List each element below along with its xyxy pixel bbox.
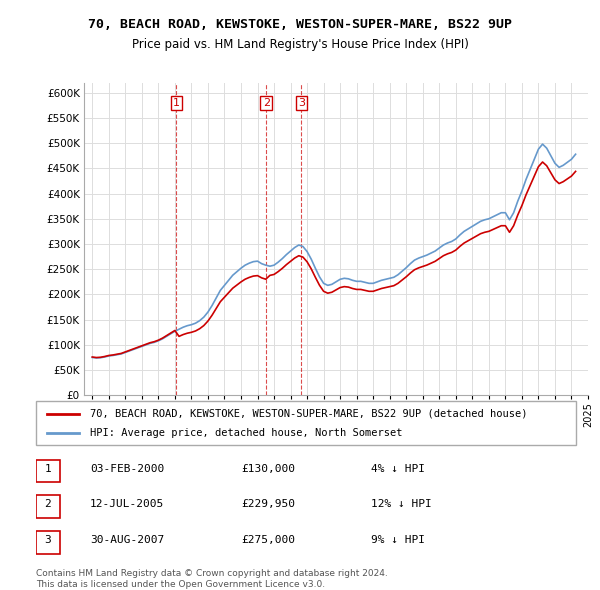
Text: 70, BEACH ROAD, KEWSTOKE, WESTON-SUPER-MARE, BS22 9UP: 70, BEACH ROAD, KEWSTOKE, WESTON-SUPER-M… bbox=[88, 18, 512, 31]
Text: 70, BEACH ROAD, KEWSTOKE, WESTON-SUPER-MARE, BS22 9UP (detached house): 70, BEACH ROAD, KEWSTOKE, WESTON-SUPER-M… bbox=[90, 409, 527, 418]
Text: 2: 2 bbox=[263, 98, 270, 108]
Text: 3: 3 bbox=[298, 98, 305, 108]
Text: 3: 3 bbox=[44, 535, 51, 545]
Text: £229,950: £229,950 bbox=[241, 500, 295, 509]
Text: 1: 1 bbox=[173, 98, 180, 108]
Text: 12% ↓ HPI: 12% ↓ HPI bbox=[371, 500, 431, 509]
Text: Price paid vs. HM Land Registry's House Price Index (HPI): Price paid vs. HM Land Registry's House … bbox=[131, 38, 469, 51]
Text: Contains HM Land Registry data © Crown copyright and database right 2024.
This d: Contains HM Land Registry data © Crown c… bbox=[36, 569, 388, 589]
Text: £275,000: £275,000 bbox=[241, 535, 295, 545]
FancyBboxPatch shape bbox=[36, 532, 60, 554]
Text: 03-FEB-2000: 03-FEB-2000 bbox=[90, 464, 164, 474]
Text: £130,000: £130,000 bbox=[241, 464, 295, 474]
Text: 2: 2 bbox=[44, 500, 51, 509]
Text: 30-AUG-2007: 30-AUG-2007 bbox=[90, 535, 164, 545]
Text: 9% ↓ HPI: 9% ↓ HPI bbox=[371, 535, 425, 545]
Text: 12-JUL-2005: 12-JUL-2005 bbox=[90, 500, 164, 509]
FancyBboxPatch shape bbox=[36, 460, 60, 482]
Text: 4% ↓ HPI: 4% ↓ HPI bbox=[371, 464, 425, 474]
Text: HPI: Average price, detached house, North Somerset: HPI: Average price, detached house, Nort… bbox=[90, 428, 403, 438]
FancyBboxPatch shape bbox=[36, 401, 576, 445]
Text: 1: 1 bbox=[44, 464, 51, 474]
FancyBboxPatch shape bbox=[36, 496, 60, 518]
